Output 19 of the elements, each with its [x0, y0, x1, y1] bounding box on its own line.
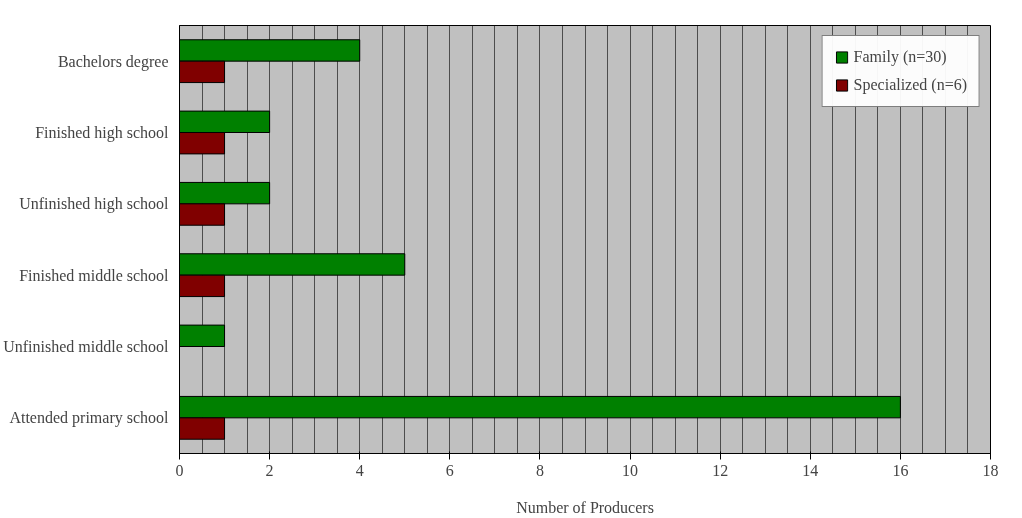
x-tick-label: 18 [982, 461, 999, 479]
x-tick-label: 14 [802, 461, 819, 479]
y-tick-label: Bachelors degree [57, 52, 169, 71]
y-tick-label: Finished middle school [19, 266, 170, 284]
y-tick-label: Finished high school [35, 124, 170, 142]
x-tick-label: 0 [175, 461, 184, 479]
x-axis-title: Number of Producers [516, 498, 654, 516]
x-tick-label: 10 [622, 461, 639, 479]
legend-label: Family (n=30) [853, 48, 947, 66]
x-tick-label: 6 [445, 461, 454, 479]
legend-label: Specialized (n=6) [853, 76, 967, 94]
x-tick-label: 8 [535, 461, 544, 479]
x-tick-label: 12 [712, 461, 729, 479]
x-tick-label: 16 [892, 461, 909, 479]
y-tick-label: Unfinished high school [19, 195, 170, 214]
y-tick-label: Attended primary school [9, 409, 170, 428]
y-tick-label: Unfinished middle school [3, 338, 170, 355]
x-tick-label: 2 [265, 461, 274, 479]
x-tick-label: 4 [355, 461, 364, 479]
